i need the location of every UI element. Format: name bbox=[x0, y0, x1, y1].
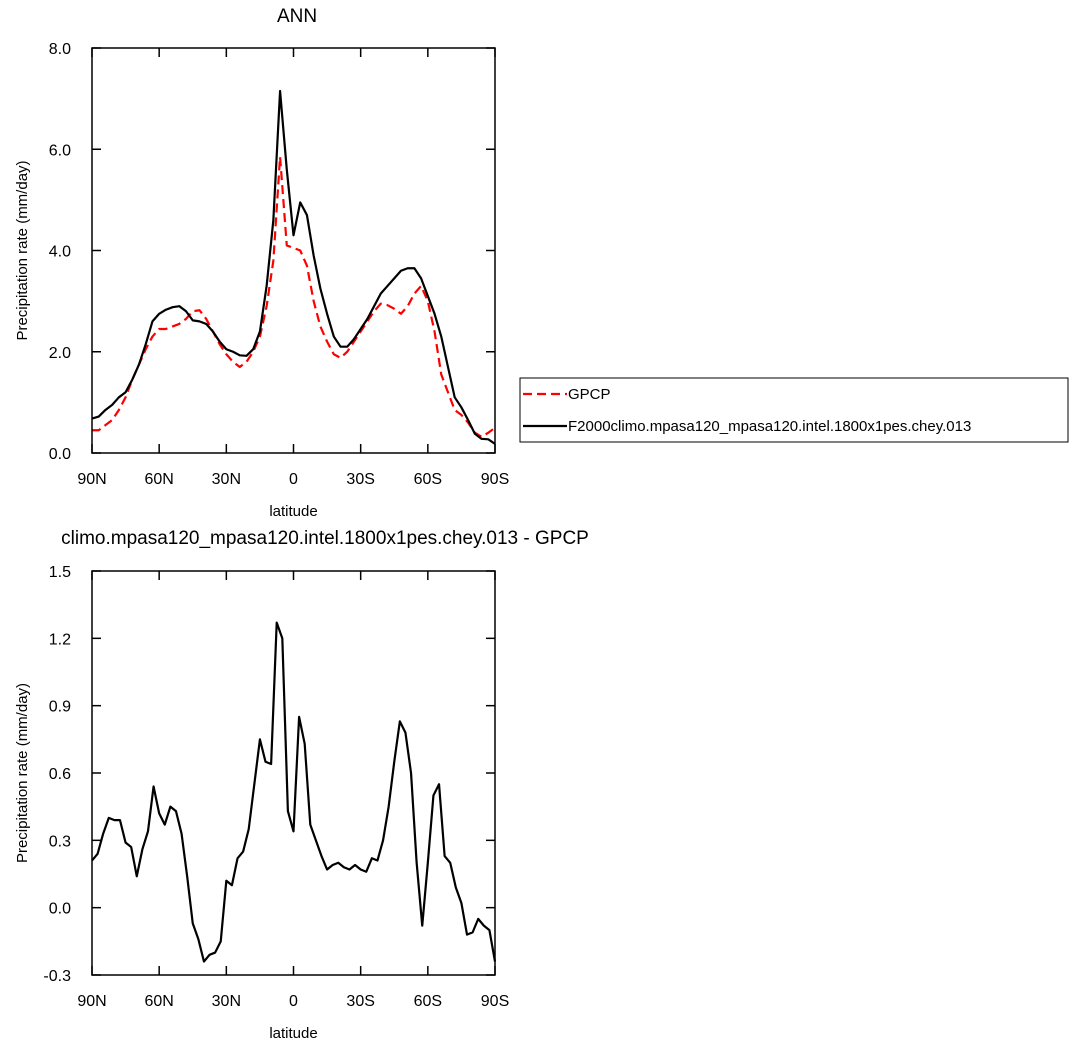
x-tick-label: 90S bbox=[481, 993, 509, 1010]
x-tick-label: 60N bbox=[144, 993, 173, 1010]
x-axis-label: latitude bbox=[269, 1025, 317, 1042]
data-line bbox=[91, 89, 496, 445]
x-axis-label: latitude bbox=[269, 503, 317, 520]
legend-box bbox=[519, 377, 1069, 443]
data-line bbox=[92, 155, 496, 438]
y-tick-label: 1.5 bbox=[49, 564, 71, 581]
y-axis-label: Precipitation rate (mm/day) bbox=[14, 160, 31, 340]
y-tick-label: 8.0 bbox=[49, 41, 71, 58]
y-tick-label: 0.6 bbox=[49, 766, 71, 783]
y-tick-label: 0.9 bbox=[49, 699, 71, 716]
y-tick-label: 0.3 bbox=[49, 833, 71, 850]
chart-title: climo.mpasa120_mpasa120.intel.1800x1pes.… bbox=[61, 528, 589, 549]
y-tick-label: 6.0 bbox=[49, 142, 71, 159]
x-tick-label: 30N bbox=[212, 471, 241, 488]
plot-frame bbox=[91, 570, 496, 976]
x-tick-label: 0 bbox=[289, 471, 298, 488]
chart-title: ANN bbox=[277, 6, 317, 27]
y-axis-label: Precipitation rate (mm/day) bbox=[14, 683, 31, 863]
y-tick-label: 1.2 bbox=[49, 631, 71, 648]
x-tick-label: 30S bbox=[346, 993, 374, 1010]
x-tick-label: 30N bbox=[212, 993, 241, 1010]
y-tick-label: 2.0 bbox=[49, 345, 71, 362]
x-tick-label: 30S bbox=[346, 471, 374, 488]
legend-label: F2000climo.mpasa120_mpasa120.intel.1800x… bbox=[568, 418, 971, 435]
legend-label: GPCP bbox=[568, 386, 611, 403]
data-line bbox=[91, 621, 497, 963]
y-tick-label: -0.3 bbox=[43, 968, 71, 985]
x-tick-label: 60S bbox=[414, 471, 442, 488]
y-tick-label: 0.0 bbox=[49, 446, 71, 463]
plot-frame bbox=[91, 47, 496, 454]
x-tick-label: 60N bbox=[144, 471, 173, 488]
x-tick-label: 90S bbox=[481, 471, 509, 488]
x-tick-label: 90N bbox=[77, 993, 106, 1010]
y-tick-label: 0.0 bbox=[49, 901, 71, 918]
x-tick-label: 60S bbox=[414, 993, 442, 1010]
x-tick-label: 90N bbox=[77, 471, 106, 488]
y-tick-label: 4.0 bbox=[49, 244, 71, 261]
x-tick-label: 0 bbox=[289, 993, 298, 1010]
